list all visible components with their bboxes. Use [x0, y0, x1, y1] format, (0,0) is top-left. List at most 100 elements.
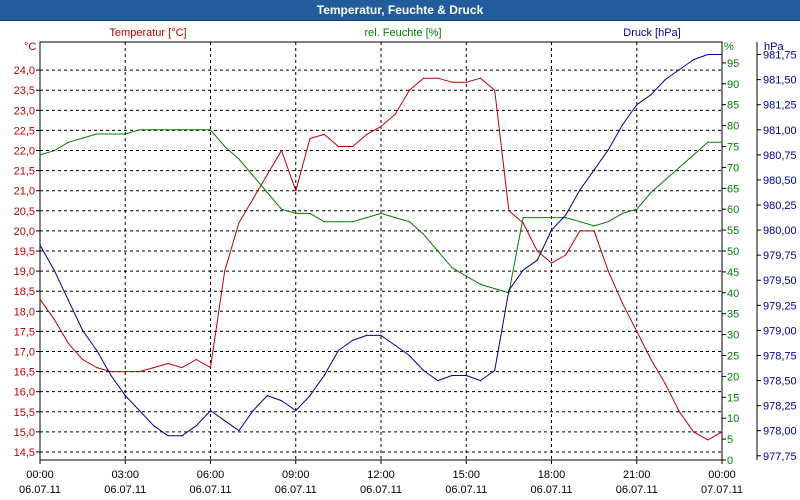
pressure-point [224, 420, 226, 422]
pressure-point [337, 349, 339, 352]
pressure-tick-label: 980,50 [763, 175, 797, 187]
humidity-point [650, 191, 652, 194]
temperature-point [96, 367, 98, 369]
date-tick-label: 06.07.11 [275, 484, 317, 496]
humidity-legend-label: rel. Feuchte [%] [364, 27, 441, 39]
pressure-point [394, 344, 396, 346]
humidity-tick-label: 0 [727, 455, 733, 467]
pressure-point [721, 53, 723, 56]
temperature-point [39, 298, 41, 300]
temperature-point [664, 383, 666, 385]
humidity-point [195, 129, 197, 131]
pressure-point [266, 395, 268, 397]
temperature-point [579, 230, 581, 232]
temperature-axis: 14,5 15,0 15,5 16,0 16,5 17,0 17,5 18,0 18,5 19,0… [14, 65, 40, 459]
pressure-point [153, 425, 155, 427]
humidity-point [707, 141, 709, 143]
time-tick-label: 15:00 [452, 469, 480, 481]
humidity-point [53, 150, 55, 152]
pressure-point [550, 229, 553, 231]
humidity-point [110, 133, 112, 135]
pressure-tick-label: 978,25 [763, 401, 797, 413]
humidity-tick-label: 45 [727, 267, 739, 279]
pressure-point [53, 269, 55, 271]
humidity-tick-label: 25 [727, 351, 739, 363]
humidity-tick-label: 70 [727, 162, 739, 174]
humidity-tick-label: 85 [727, 100, 739, 112]
temperature-point [380, 125, 382, 127]
temperature-point [53, 318, 55, 320]
temperature-point [195, 358, 197, 361]
temperature-tick-label: 19,0 [14, 266, 35, 278]
humidity-tick-label: 80 [727, 121, 739, 133]
humidity-point [494, 288, 496, 290]
humidity-point [138, 129, 141, 131]
pressure-point [96, 349, 98, 352]
temperature-point [550, 262, 553, 264]
pressure-tick-label: 981,50 [763, 75, 797, 87]
humidity-point [451, 267, 453, 269]
humidity-point [607, 221, 609, 223]
humidity-tick-label: 90 [727, 79, 739, 91]
temperature-point [721, 431, 723, 433]
temperature-tick-label: 22,0 [14, 146, 35, 158]
time-axis: 00:00 06.07.11 03:00 06.07.11 06:00 06.07.11 0… [19, 460, 743, 496]
pressure-point [408, 354, 410, 357]
humidity-point [565, 217, 567, 219]
humidity-tick-label: 5 [727, 434, 733, 446]
chart-title: Temperatur, Feuchte & Druck [0, 0, 800, 21]
humidity-point [295, 212, 297, 214]
pressure-tick-label: 978,50 [763, 376, 797, 388]
humidity-point [238, 158, 240, 160]
humidity-point [479, 283, 482, 285]
time-tick-label: 03:00 [111, 469, 139, 481]
pressure-point [366, 334, 368, 336]
temperature-point [621, 302, 624, 304]
pressure-point [621, 124, 624, 126]
pressure-point [536, 259, 538, 261]
temperature-tick-label: 24,0 [14, 65, 35, 77]
temperature-point [593, 230, 595, 232]
date-tick-label: 06.07.11 [104, 484, 146, 496]
pressure-point [352, 339, 354, 341]
pressure-tick-label: 979,25 [763, 300, 797, 312]
humidity-point [621, 212, 624, 214]
temperature-point [167, 362, 169, 365]
pressure-point [309, 395, 311, 397]
pressure-point [494, 369, 496, 372]
pressure-legend-label: Druck [hPa] [623, 27, 680, 39]
humidity-point [224, 145, 226, 148]
pressure-tick-label: 977,75 [763, 451, 797, 463]
temperature-tick-label: 15,0 [14, 427, 35, 439]
temperature-axis-unit: °C [24, 41, 36, 53]
pressure-point [437, 380, 439, 382]
humidity-point [252, 175, 254, 177]
temperature-point [366, 133, 368, 135]
chart-canvas: 14,5 15,0 15,5 16,0 16,5 17,0 17,5 18,0 18,5 19,0… [14, 27, 797, 496]
temperature-point [67, 342, 69, 344]
humidity-point [465, 275, 467, 277]
pressure-point [423, 369, 425, 372]
humidity-point [721, 141, 723, 143]
pressure-point [465, 374, 467, 377]
pressure-tick-label: 980,25 [763, 200, 797, 212]
temperature-point [252, 198, 254, 200]
humidity-point [664, 179, 666, 181]
humidity-tick-label: 40 [727, 288, 739, 300]
temperature-point [437, 77, 439, 79]
temperature-tick-label: 18,0 [14, 306, 35, 318]
temperature-point [536, 250, 538, 252]
humidity-tick-label: 50 [727, 246, 739, 258]
pressure-point [678, 69, 681, 71]
pressure-point [508, 289, 510, 291]
humidity-point [693, 154, 695, 156]
pressure-tick-label: 980,00 [763, 225, 797, 237]
humidity-point [593, 225, 595, 227]
temperature-point [138, 371, 141, 373]
humidity-point [96, 133, 98, 135]
pressure-point [693, 59, 695, 61]
time-tick-label: 00:00 [708, 469, 736, 481]
temperature-point [153, 367, 155, 369]
pressure-point [380, 334, 382, 336]
temperature-tick-label: 16,0 [14, 387, 35, 399]
